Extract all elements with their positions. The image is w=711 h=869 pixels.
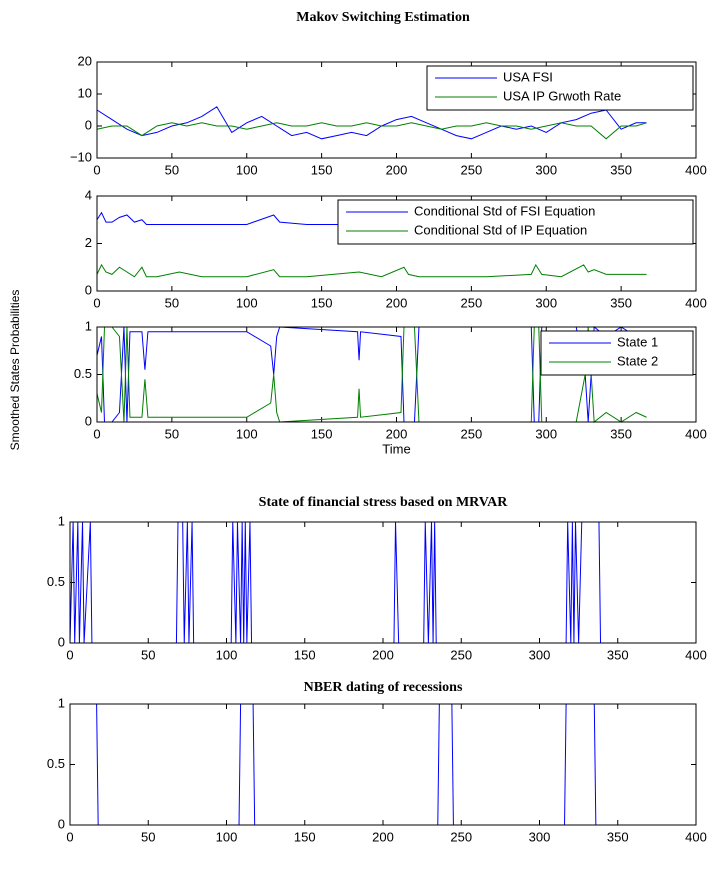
series-line — [96, 122, 647, 140]
x-tick-label: 100 — [236, 426, 258, 441]
x-tick-label: 50 — [141, 647, 155, 662]
legend-label: Conditional Std of FSI Equation — [414, 203, 595, 218]
axes-frame — [96, 195, 697, 292]
x-tick-label: 150 — [294, 829, 316, 844]
x-tick-label: 50 — [165, 295, 179, 310]
y-tick-label: 1 — [58, 513, 65, 528]
x-tick-label: 0 — [93, 426, 100, 441]
y-tick-label: 0 — [58, 634, 65, 649]
x-tick-label: 50 — [165, 426, 179, 441]
x-tick-label: 100 — [236, 295, 258, 310]
y-tick-label: 0.5 — [47, 574, 65, 589]
x-tick-label: 250 — [450, 829, 472, 844]
y-tick-label: 1 — [85, 318, 92, 333]
x-tick-label: 100 — [216, 829, 238, 844]
x-tick-label: 400 — [685, 829, 707, 844]
y-tick-label: 10 — [78, 85, 92, 100]
x-tick-label: 300 — [529, 829, 551, 844]
y-tick-label: 2 — [85, 235, 92, 250]
y-tick-label: 0 — [58, 816, 65, 831]
y-tick-label: 20 — [78, 53, 92, 68]
x-tick-label: 350 — [610, 426, 632, 441]
y-tick-label: 1 — [58, 695, 65, 710]
y-tick-label: 0 — [85, 413, 92, 428]
y-tick-label: 0.5 — [47, 756, 65, 771]
x-tick-label: 350 — [610, 162, 632, 177]
legend-box — [337, 199, 694, 245]
x-tick-label: 100 — [216, 647, 238, 662]
axes-frame — [69, 521, 697, 644]
axes-frame — [96, 61, 697, 159]
y-tick-label: 0 — [85, 117, 92, 132]
x-tick-label: 200 — [372, 647, 394, 662]
x-tick-label: 150 — [294, 647, 316, 662]
x-tick-label: 200 — [386, 426, 408, 441]
x-tick-label: 350 — [610, 295, 632, 310]
x-tick-label: 50 — [141, 829, 155, 844]
x-axis-label: Time — [382, 441, 410, 456]
x-tick-label: 250 — [450, 647, 472, 662]
axes-frame — [96, 326, 697, 423]
x-tick-label: 200 — [372, 829, 394, 844]
x-tick-label: 250 — [461, 426, 483, 441]
x-tick-label: 100 — [236, 162, 258, 177]
x-tick-label: 400 — [685, 295, 707, 310]
y-tick-label: −10 — [70, 149, 92, 164]
x-tick-label: 150 — [311, 162, 333, 177]
chart-title: NBER dating of recessions — [304, 680, 463, 695]
x-tick-label: 400 — [685, 162, 707, 177]
x-tick-label: 300 — [535, 426, 557, 441]
x-tick-label: 0 — [66, 647, 73, 662]
x-tick-label: 250 — [461, 295, 483, 310]
y-axis-label: Smoothed States Probabilities — [8, 290, 22, 451]
x-tick-label: 0 — [93, 295, 100, 310]
x-tick-label: 150 — [311, 426, 333, 441]
legend-box — [426, 65, 694, 111]
legend-label: State 2 — [617, 353, 658, 368]
chart-title: State of financial stress based on MRVAR — [259, 495, 509, 510]
legend-label: USA FSI — [503, 69, 553, 84]
y-tick-label: 4 — [85, 187, 92, 202]
x-tick-label: 250 — [461, 162, 483, 177]
x-tick-label: 150 — [311, 295, 333, 310]
legend-label: State 1 — [617, 334, 658, 349]
y-tick-label: 0 — [85, 282, 92, 297]
legend-label: Conditional Std of IP Equation — [414, 222, 587, 237]
x-tick-label: 400 — [685, 426, 707, 441]
chart-title: Makov Switching Estimation — [296, 10, 470, 25]
y-tick-label: 0.5 — [74, 366, 92, 381]
x-tick-label: 0 — [93, 162, 100, 177]
x-tick-label: 50 — [165, 162, 179, 177]
x-tick-label: 0 — [66, 829, 73, 844]
x-tick-label: 200 — [386, 295, 408, 310]
plot-area — [70, 704, 696, 825]
x-tick-label: 350 — [607, 647, 629, 662]
x-tick-label: 300 — [535, 295, 557, 310]
series-line — [96, 263, 647, 278]
series-line — [96, 106, 647, 140]
legend-box — [540, 330, 694, 376]
x-tick-label: 200 — [386, 162, 408, 177]
x-tick-label: 300 — [529, 647, 551, 662]
series-line — [96, 326, 647, 423]
x-tick-label: 300 — [535, 162, 557, 177]
legend-label: USA IP Grwoth Rate — [503, 88, 621, 103]
x-tick-label: 350 — [607, 829, 629, 844]
plot-area — [70, 522, 696, 643]
x-tick-label: 400 — [685, 647, 707, 662]
axes-frame — [69, 703, 697, 826]
